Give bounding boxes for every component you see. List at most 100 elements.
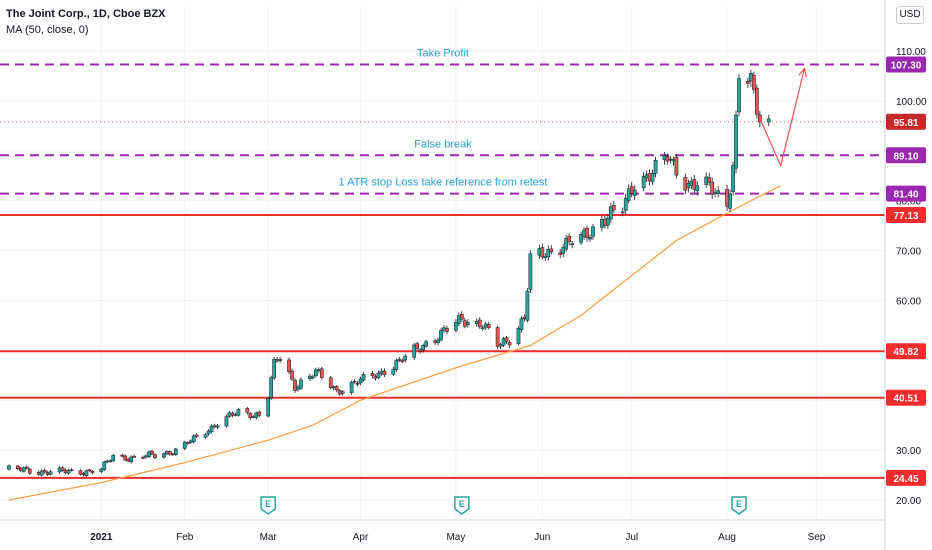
candle bbox=[21, 466, 26, 473]
candle bbox=[191, 434, 196, 444]
candle-up bbox=[766, 118, 771, 123]
candle bbox=[257, 410, 262, 418]
candle-up bbox=[394, 360, 399, 370]
level-note: Take Profit bbox=[417, 47, 469, 59]
candle-up bbox=[454, 322, 458, 331]
candle-up bbox=[728, 193, 732, 209]
candle-down bbox=[126, 459, 130, 462]
candle bbox=[16, 464, 20, 471]
price-tag-label: 107.30 bbox=[891, 60, 922, 71]
candle-up bbox=[102, 461, 107, 470]
candle bbox=[620, 207, 625, 217]
candle-up bbox=[501, 338, 506, 346]
candle-up bbox=[564, 237, 569, 250]
candle bbox=[424, 339, 428, 348]
candle-down bbox=[382, 370, 387, 375]
candle-up bbox=[209, 425, 214, 432]
candle bbox=[78, 469, 83, 476]
currency-button[interactable]: USD bbox=[896, 6, 924, 24]
projection-path bbox=[759, 68, 806, 168]
candle bbox=[588, 234, 592, 242]
candle bbox=[454, 319, 458, 333]
candle bbox=[728, 189, 732, 212]
candle-up bbox=[749, 73, 753, 82]
candle-down bbox=[141, 457, 145, 459]
candle-up bbox=[272, 359, 276, 379]
candle-up bbox=[108, 460, 113, 463]
candle-down bbox=[63, 469, 68, 474]
candle bbox=[170, 452, 175, 456]
candle bbox=[194, 433, 199, 439]
candle bbox=[731, 161, 735, 196]
candle bbox=[641, 171, 646, 192]
candle-down bbox=[415, 343, 420, 349]
candle-up bbox=[105, 460, 110, 463]
candle-down bbox=[752, 74, 756, 90]
candle-up bbox=[579, 234, 583, 243]
candle bbox=[391, 366, 396, 376]
candle-up bbox=[737, 78, 741, 113]
candle bbox=[749, 69, 753, 87]
candle bbox=[436, 337, 440, 346]
candle-up bbox=[653, 160, 658, 174]
ma-line bbox=[8, 185, 781, 501]
candle bbox=[582, 227, 586, 240]
candle-down bbox=[504, 337, 509, 342]
candle-down bbox=[123, 455, 128, 461]
candle bbox=[299, 377, 303, 390]
candle-down bbox=[445, 328, 449, 332]
candle bbox=[421, 343, 425, 353]
candle bbox=[695, 181, 700, 196]
candle-up bbox=[734, 114, 738, 169]
candle bbox=[57, 466, 62, 474]
candle bbox=[483, 321, 488, 330]
candle-up bbox=[668, 158, 673, 161]
candle-up bbox=[537, 248, 542, 256]
candle-up bbox=[412, 344, 417, 358]
candle-up bbox=[314, 369, 318, 377]
level-note: 1 ATR stop Loss take reference from rete… bbox=[339, 177, 548, 189]
candle-up bbox=[331, 386, 336, 389]
price-tag bbox=[886, 389, 926, 406]
candle-down bbox=[275, 359, 279, 362]
candle bbox=[662, 152, 667, 165]
candle-up bbox=[361, 374, 366, 381]
candle bbox=[153, 453, 157, 460]
candle-up bbox=[525, 290, 530, 321]
candle-down bbox=[120, 454, 125, 457]
candle-up bbox=[7, 465, 11, 470]
candle-up bbox=[421, 345, 425, 351]
candles bbox=[7, 69, 771, 478]
candle bbox=[165, 450, 169, 456]
candle-up bbox=[600, 219, 604, 228]
candle bbox=[623, 193, 628, 215]
candle-down bbox=[611, 205, 616, 211]
candle bbox=[632, 185, 637, 201]
x-tick-label: Jul bbox=[625, 532, 638, 543]
candle bbox=[606, 214, 610, 229]
candle-down bbox=[150, 450, 154, 455]
candle bbox=[334, 385, 339, 393]
candle bbox=[42, 468, 47, 474]
candle bbox=[653, 156, 658, 178]
candle-down bbox=[90, 470, 95, 473]
candle-up bbox=[379, 370, 384, 374]
candle bbox=[278, 356, 282, 364]
y-tick-label: 70.00 bbox=[896, 247, 921, 258]
candle bbox=[39, 469, 44, 477]
candle bbox=[710, 177, 715, 199]
candle-up bbox=[236, 409, 241, 416]
candle-up bbox=[269, 377, 274, 398]
candle bbox=[99, 467, 104, 474]
candle-up bbox=[48, 471, 53, 475]
candle-down bbox=[674, 157, 679, 176]
candle-up bbox=[543, 256, 548, 259]
candle bbox=[209, 424, 214, 434]
candle-up bbox=[686, 183, 691, 189]
candle-up bbox=[671, 159, 676, 162]
candle-up bbox=[340, 391, 345, 394]
candle bbox=[370, 370, 375, 379]
projection-arrow bbox=[759, 67, 808, 168]
candle-up bbox=[641, 176, 646, 189]
